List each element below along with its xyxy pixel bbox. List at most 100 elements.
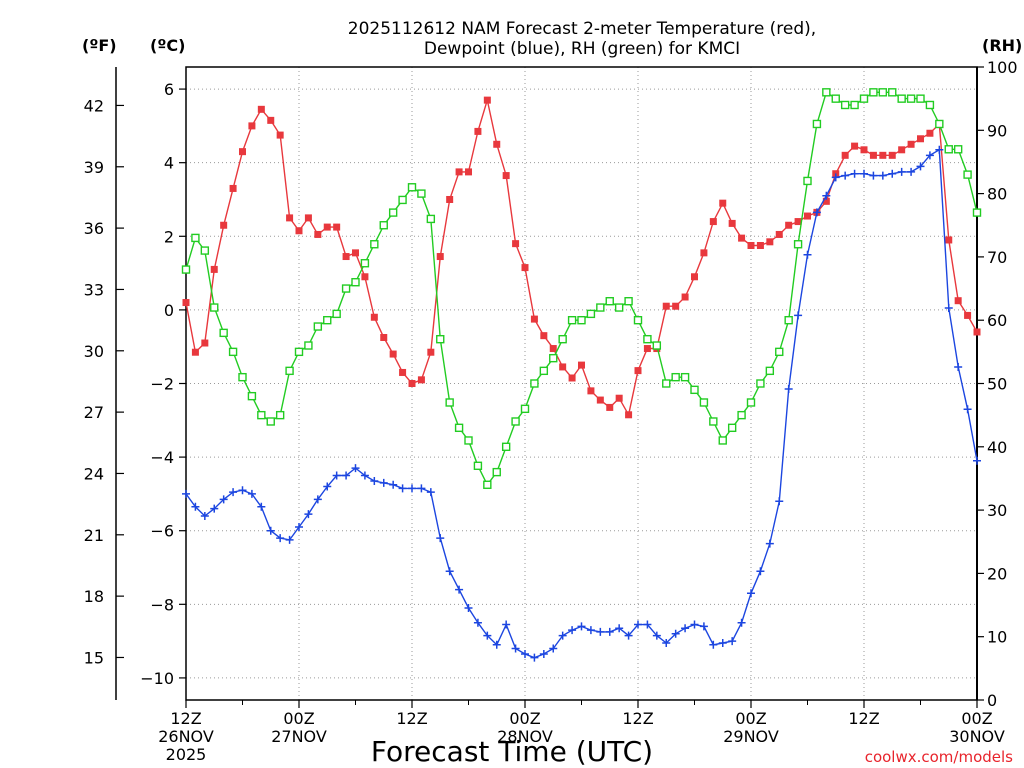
rh-series — [181, 88, 982, 489]
celsius-tick-label: −8 — [150, 595, 174, 614]
rh-point — [680, 372, 690, 382]
rh-point — [652, 341, 662, 350]
dewpoint-point — [360, 471, 369, 480]
celsius-tick-label: 4 — [164, 154, 174, 173]
dewpoint-point — [200, 511, 209, 520]
temperature-point — [596, 396, 604, 404]
dewpoint-point — [455, 585, 464, 594]
rh-point — [520, 404, 530, 414]
dewpoint-point — [822, 191, 831, 200]
rh-point — [746, 398, 756, 407]
temperature-point — [945, 236, 953, 244]
rh-point — [454, 423, 464, 433]
rh-tick-label: 10 — [987, 628, 1007, 647]
temperature-point — [389, 350, 397, 358]
temperature-point — [917, 135, 924, 143]
rh-point — [840, 100, 850, 110]
x-tick-year-label: 2025 — [166, 745, 207, 764]
rh-point — [426, 214, 436, 224]
dewpoint-point — [445, 567, 454, 576]
temperature-point — [775, 230, 783, 238]
dewpoint-point — [897, 167, 906, 176]
dewpoint-point — [662, 638, 671, 647]
2-meter-temperature-series — [182, 96, 981, 419]
dewpoint-point — [935, 145, 944, 154]
chart-title-line2: Dewpoint (blue), RH (green) for KMCI — [424, 39, 740, 59]
dewpoint-point — [652, 631, 661, 640]
rh-point — [313, 322, 323, 331]
temperature-point — [342, 253, 350, 261]
rh-point — [784, 316, 793, 325]
rh-point — [398, 195, 407, 205]
dewpoint-point — [878, 171, 887, 180]
temperature-point — [295, 227, 303, 235]
fahrenheit-tick-label: 18 — [84, 587, 104, 606]
dewpoint-point — [285, 535, 294, 544]
rh-tick-label: 80 — [987, 185, 1007, 204]
rh-point — [360, 259, 370, 268]
temperature-point — [474, 127, 482, 135]
temperature-point — [304, 214, 312, 222]
temperature-point — [662, 302, 670, 310]
temperature-point — [907, 140, 915, 148]
dewpoint-point — [389, 480, 398, 489]
temperature-point — [700, 249, 708, 257]
rh-point — [925, 100, 935, 110]
series-layer — [181, 88, 982, 662]
rh-point — [388, 208, 398, 217]
fahrenheit-tick-label: 33 — [84, 280, 104, 299]
rh-point — [793, 240, 803, 249]
temperature-point — [267, 116, 275, 124]
rh-tick-label: 50 — [987, 375, 1007, 394]
rh-point — [822, 88, 831, 97]
dewpoint-point — [624, 631, 633, 640]
dewpoint-point — [342, 471, 351, 480]
temperature-point — [804, 212, 811, 220]
rh-point — [727, 423, 737, 433]
dewpoint-point — [841, 171, 850, 180]
dewpoint-point — [530, 653, 539, 662]
temperature-point — [455, 168, 463, 176]
rh-tick-label: 40 — [987, 438, 1007, 457]
rh-point — [906, 94, 916, 103]
dewpoint-point — [709, 640, 718, 649]
rh-point — [888, 88, 897, 97]
dewpoint-point — [596, 627, 605, 636]
dewpoint-point — [681, 624, 690, 633]
dewpoint-series — [182, 145, 981, 662]
temperature-point — [191, 348, 199, 356]
temperature-point — [201, 339, 209, 347]
rh-point — [916, 94, 925, 103]
dewpoint-point — [973, 456, 981, 465]
dewpoint-point — [539, 649, 548, 658]
temperature-point — [239, 148, 246, 156]
temperature-point — [672, 302, 680, 310]
temperature-point — [794, 218, 802, 226]
x-tick-date-label: 27NOV — [271, 727, 327, 746]
rh-point — [869, 88, 878, 97]
dewpoint-point — [850, 169, 859, 178]
temperature-point — [851, 142, 859, 150]
dewpoint-point — [238, 486, 247, 495]
rh-point — [304, 341, 313, 350]
temperature-point — [323, 223, 331, 231]
dewpoint-point — [492, 640, 501, 649]
credit-text: coolwx.com/models — [865, 748, 1013, 766]
rh-point — [247, 391, 257, 401]
series-line — [185, 91, 978, 487]
rh-point — [483, 480, 492, 489]
rh-point — [972, 208, 982, 217]
dewpoint-point — [568, 626, 577, 635]
rh-tick-label: 60 — [987, 311, 1007, 330]
temperature-point — [446, 195, 454, 203]
temperature-point — [822, 197, 830, 205]
temperature-point — [898, 146, 906, 154]
rh-point — [323, 316, 332, 325]
rh-point — [539, 366, 549, 376]
dewpoint-point — [426, 488, 435, 497]
fahrenheit-unit-label: (ºF) — [82, 36, 117, 55]
temperature-point — [427, 348, 435, 356]
x-tick-time-label: 12Z — [170, 709, 201, 728]
dewpoint-point — [615, 624, 624, 633]
